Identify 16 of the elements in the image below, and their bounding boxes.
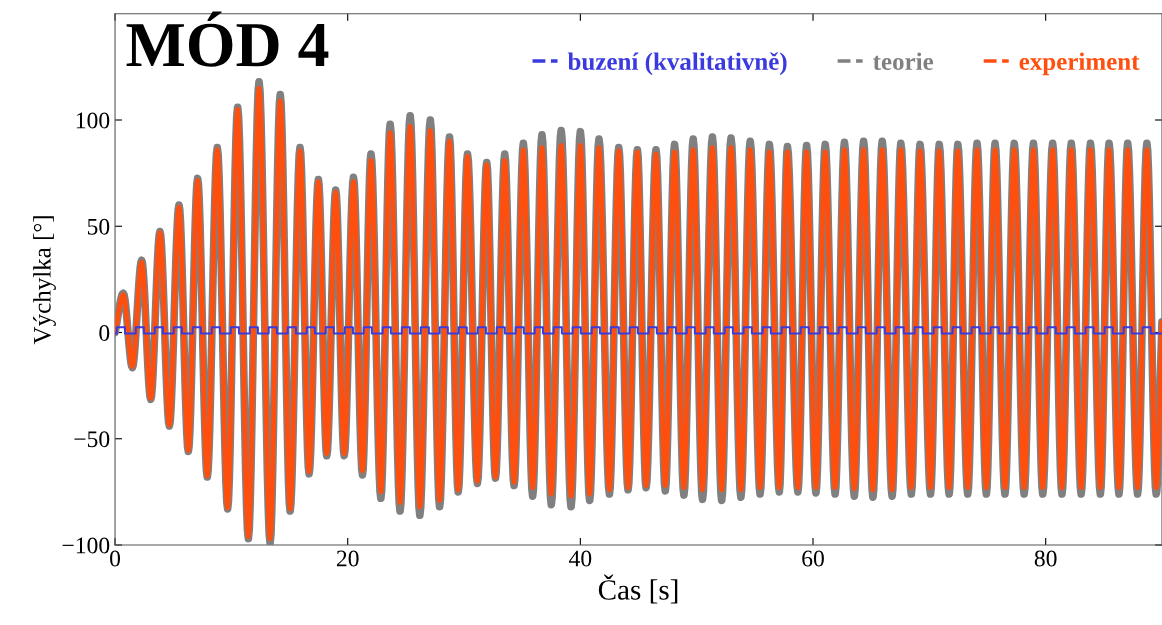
legend-label: buzení (kvalitativně) bbox=[567, 52, 787, 76]
y-tick-label: −50 bbox=[74, 431, 110, 448]
y-tick-label: 0 bbox=[99, 324, 110, 341]
chart-title: MÓD 4 bbox=[126, 11, 329, 67]
y-tick-label: 100 bbox=[76, 112, 110, 129]
x-tick-label: 60 bbox=[802, 550, 824, 567]
x-axis-title: Čas [s] bbox=[598, 574, 678, 604]
legend-label: experiment bbox=[1019, 52, 1140, 76]
x-tick-label: 40 bbox=[569, 550, 592, 567]
y-axis-title: Výchylka [°] bbox=[33, 216, 56, 345]
x-tick-label: 0 bbox=[110, 550, 121, 567]
x-tick-label: 80 bbox=[1034, 550, 1057, 567]
y-tick-label: 50 bbox=[87, 218, 110, 235]
y-tick-label: −100 bbox=[62, 537, 110, 554]
legend-label: teorie bbox=[873, 52, 934, 71]
x-tick-label: 20 bbox=[336, 550, 359, 567]
